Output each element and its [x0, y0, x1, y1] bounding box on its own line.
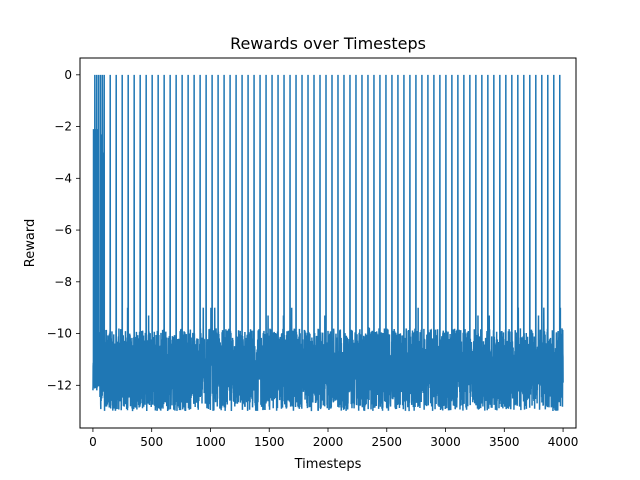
y-tick-label: −8 [54, 275, 72, 289]
y-tick-label: −6 [54, 223, 72, 237]
x-tick-label: 3000 [430, 435, 461, 449]
x-axis: 0 500 1000 1500 2000 2500 3000 3500 4000 [89, 428, 578, 449]
y-tick-label: 0 [64, 68, 72, 82]
plot-area [92, 74, 564, 412]
x-tick-label: 500 [140, 435, 163, 449]
x-tick-label: 1000 [195, 435, 226, 449]
y-tick-label: −4 [54, 171, 72, 185]
y-axis-label: Reward [23, 219, 38, 267]
x-axis-label: Timesteps [294, 457, 362, 472]
x-tick-label: 2500 [371, 435, 402, 449]
series-line-reward [92, 74, 564, 412]
y-tick-label: −2 [54, 120, 72, 134]
y-tick-label: −10 [47, 327, 72, 341]
x-tick-label: 3500 [489, 435, 520, 449]
y-tick-label: −12 [47, 378, 72, 392]
chart-title: Rewards over Timesteps [230, 34, 426, 53]
x-tick-label: 0 [89, 435, 97, 449]
x-tick-label: 1500 [254, 435, 285, 449]
y-axis: 0 −2 −4 −6 −8 −10 −12 [47, 68, 80, 392]
x-tick-label: 4000 [548, 435, 579, 449]
x-tick-label: 2000 [313, 435, 344, 449]
